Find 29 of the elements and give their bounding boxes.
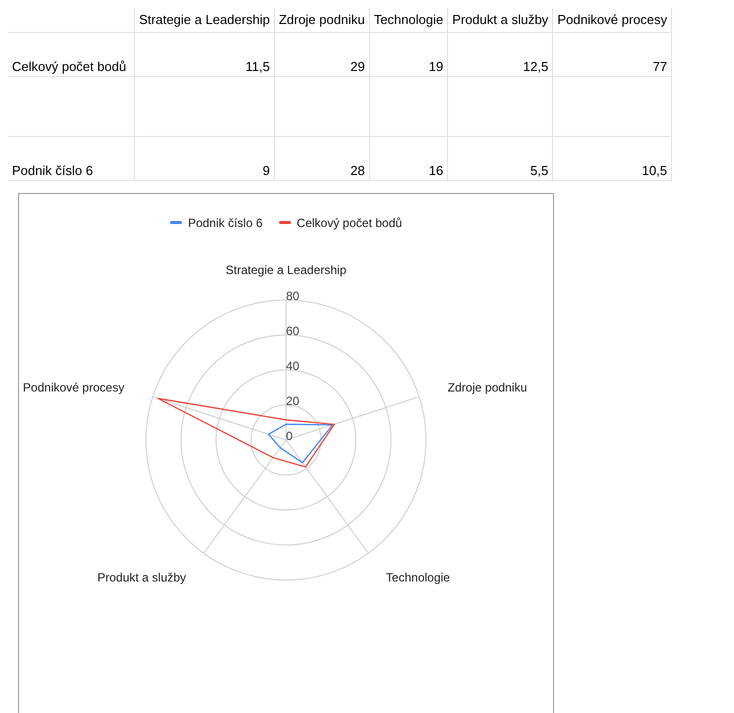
y-tick-label: 0 <box>286 428 293 442</box>
y-tick-label: 40 <box>286 358 300 372</box>
data-label: 29 <box>274 32 370 76</box>
legend-label: Podnik číslo 6 <box>186 216 263 230</box>
y-tick-label: 20 <box>286 394 300 408</box>
spoke-label: Zdroje podniku <box>448 380 528 394</box>
spoke-label: Strategie a Leadership <box>226 262 347 276</box>
data-label: 5,5 <box>448 136 553 180</box>
spoke-label: Podnikové procesy <box>22 380 124 394</box>
data-label: 16 <box>369 136 448 180</box>
data-label: 11,5 <box>134 32 274 76</box>
category-label: Strategie a Leadership <box>134 8 274 32</box>
data-label: 19 <box>369 32 448 76</box>
data-label: 28 <box>274 136 370 180</box>
category-label: Produkt a služby <box>448 8 553 32</box>
data-label: 77 <box>552 32 672 76</box>
y-tick-label: 80 <box>286 288 300 302</box>
category-label: Podnikové procesy <box>552 8 672 32</box>
data-label: 12,5 <box>448 32 553 76</box>
text: Podnik číslo 6 <box>8 136 134 180</box>
category-label: Zdroje podniku <box>274 8 370 32</box>
legend-label: Celkový počet bodů <box>296 216 402 230</box>
data-label: 9 <box>134 136 274 180</box>
category-label: Technologie <box>369 8 448 32</box>
spoke-label: Technologie <box>386 570 450 584</box>
spoke-label: Produkt a služby <box>97 570 186 584</box>
y-tick-label: 60 <box>286 324 300 338</box>
data-label: 10,5 <box>552 136 672 180</box>
text: Celkový počet bodů <box>8 32 134 76</box>
